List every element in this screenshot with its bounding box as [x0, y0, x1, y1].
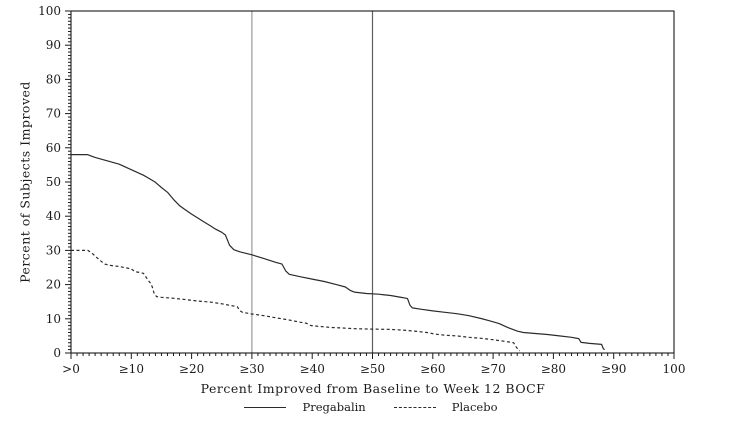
- x-tick-label: ≥60: [420, 362, 445, 376]
- chart-legend: Pregabalin Placebo: [0, 400, 742, 414]
- y-tick-label: 70: [46, 107, 61, 121]
- y-tick-label: 40: [46, 209, 61, 223]
- series-line-pregabalin: [71, 154, 605, 351]
- y-tick-label: 20: [46, 278, 61, 292]
- legend-label-placebo: Placebo: [451, 400, 498, 414]
- x-tick-label: ≥40: [300, 362, 325, 376]
- y-tick-label: 90: [46, 38, 61, 52]
- x-tick-label: ≥50: [360, 362, 385, 376]
- x-tick-label: ≥80: [541, 362, 566, 376]
- x-tick-label: ≥90: [601, 362, 626, 376]
- y-tick-label: 100: [38, 4, 61, 18]
- dashed-line-swatch-icon: [393, 406, 436, 408]
- y-tick-label: 50: [46, 175, 61, 189]
- y-tick-label: 10: [46, 312, 61, 326]
- x-tick-label: ≥20: [179, 362, 204, 376]
- x-tick-label: >0: [62, 362, 80, 376]
- solid-line-swatch-icon: [244, 406, 287, 408]
- y-tick-label: 60: [46, 141, 61, 155]
- x-tick-label: ≥30: [239, 362, 264, 376]
- y-tick-label: 80: [46, 72, 61, 86]
- legend-label-pregabalin: Pregabalin: [302, 400, 366, 414]
- legend-item-pregabalin: Pregabalin: [244, 400, 366, 414]
- x-tick-label: 100: [663, 362, 686, 376]
- x-tick-label: ≥70: [480, 362, 505, 376]
- y-axis-title: Percent of Subjects Improved: [17, 81, 33, 283]
- y-tick-label: 0: [53, 346, 61, 360]
- x-axis-title: Percent Improved from Baseline to Week 1…: [200, 381, 546, 396]
- x-tick-label: ≥10: [119, 362, 144, 376]
- legend-item-placebo: Placebo: [393, 400, 498, 414]
- y-tick-label: 30: [46, 243, 61, 257]
- series-line-placebo: [71, 249, 520, 352]
